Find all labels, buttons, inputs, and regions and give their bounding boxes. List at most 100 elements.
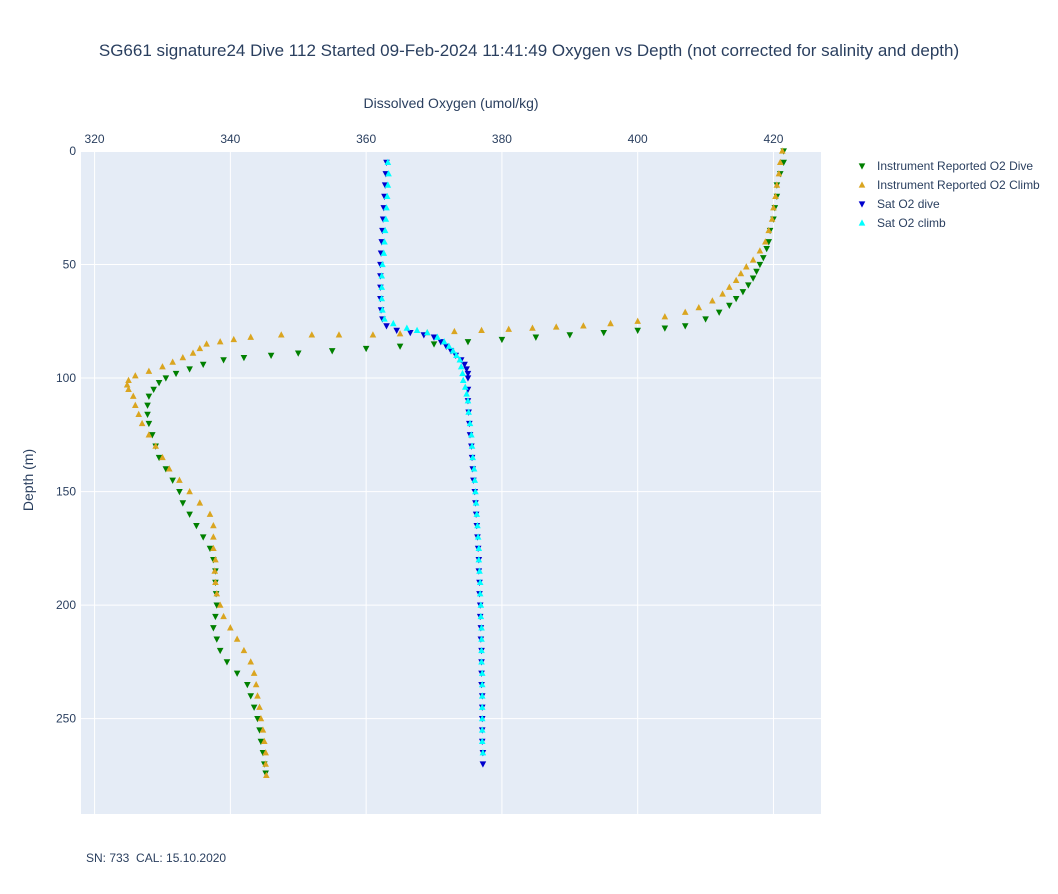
data-point — [478, 326, 485, 334]
data-point — [369, 331, 377, 338]
data-point — [210, 533, 217, 540]
data-point — [379, 306, 386, 313]
data-point — [125, 385, 132, 393]
data-point — [145, 367, 153, 374]
grid-lines — [81, 150, 821, 814]
data-point — [468, 431, 475, 438]
data-point — [179, 353, 187, 361]
data-point — [465, 408, 472, 415]
legend[interactable]: Instrument Reported O2 Dive Instrument Re… — [848, 156, 1040, 232]
data-point — [211, 567, 219, 574]
data-point — [233, 635, 241, 642]
data-point — [144, 411, 151, 419]
data-point — [240, 646, 248, 654]
data-point — [473, 510, 481, 517]
data-point — [210, 544, 217, 551]
legend-item[interactable]: Sat O2 dive — [848, 194, 1040, 213]
data-point — [145, 393, 153, 400]
data-point — [661, 325, 669, 332]
data-point — [600, 330, 608, 337]
data-point — [159, 363, 166, 370]
data-point — [132, 372, 139, 379]
data-point — [259, 726, 267, 733]
legend-item[interactable]: Sat O2 climb — [848, 213, 1040, 232]
data-point — [256, 703, 263, 710]
data-point — [461, 383, 469, 390]
data-point — [199, 361, 207, 369]
data-point — [385, 170, 392, 177]
legend-item[interactable]: Instrument Reported O2 Climb — [848, 175, 1040, 194]
data-point — [445, 342, 453, 349]
data-point — [378, 283, 386, 290]
data-point — [396, 330, 404, 337]
data-point — [464, 370, 472, 378]
data-point — [379, 260, 386, 268]
data-point — [762, 238, 769, 245]
data-point — [413, 326, 421, 334]
data-point — [607, 319, 614, 327]
data-point — [247, 658, 255, 665]
x-tick-label: 320 — [85, 132, 105, 146]
data-point — [464, 339, 472, 346]
legend-label: Sat O2 climb — [877, 215, 946, 230]
data-point — [210, 522, 217, 529]
data-point — [396, 343, 404, 350]
data-point — [247, 693, 255, 700]
data-point — [661, 313, 669, 320]
data-point — [267, 352, 275, 359]
data-point — [479, 761, 487, 768]
data-point — [262, 749, 269, 756]
data-point — [749, 275, 757, 282]
legend-label: Instrument Reported O2 Dive — [877, 158, 1034, 173]
data-point — [476, 590, 484, 597]
data-point — [381, 226, 389, 234]
y-tick-label: 100 — [56, 371, 76, 385]
data-point — [470, 465, 478, 472]
data-point — [457, 363, 465, 370]
data-point — [469, 453, 477, 461]
data-point — [434, 333, 441, 340]
data-point — [719, 290, 726, 297]
data-point — [179, 500, 187, 507]
data-point — [476, 578, 484, 586]
data-point — [498, 336, 506, 344]
data-point — [378, 272, 386, 279]
data-point — [437, 339, 445, 346]
data-point — [250, 669, 258, 676]
data-point — [775, 170, 783, 177]
y-tick-label: 200 — [56, 598, 76, 612]
data-point — [477, 612, 485, 620]
data-point — [478, 635, 485, 642]
data-point — [478, 737, 486, 744]
data-point — [294, 350, 302, 357]
data-point — [186, 366, 193, 373]
data-point — [449, 347, 457, 354]
data-point — [456, 356, 464, 363]
data-point — [763, 245, 770, 253]
calibration-footnote: SN: 733 CAL: 15.10.2020 — [86, 851, 227, 865]
data-point — [257, 715, 265, 722]
data-point — [206, 545, 214, 552]
legend-item[interactable]: Instrument Reported O2 Dive — [848, 156, 1040, 175]
data-point — [196, 344, 204, 352]
data-point — [634, 327, 641, 335]
data-point — [476, 567, 483, 574]
data-point — [196, 499, 204, 506]
data-point — [753, 268, 760, 275]
data-point — [756, 261, 764, 269]
data-point — [765, 226, 773, 234]
data-point — [389, 319, 397, 327]
data-point — [474, 522, 481, 529]
data-point — [169, 358, 176, 365]
data-point — [165, 465, 173, 472]
data-point — [773, 181, 781, 188]
data-point — [472, 499, 480, 506]
data-point — [383, 323, 390, 330]
data-point — [159, 453, 166, 461]
data-point — [176, 488, 183, 496]
data-point — [459, 376, 467, 383]
data-point — [254, 692, 261, 699]
data-point — [212, 556, 219, 563]
data-point — [155, 379, 163, 387]
